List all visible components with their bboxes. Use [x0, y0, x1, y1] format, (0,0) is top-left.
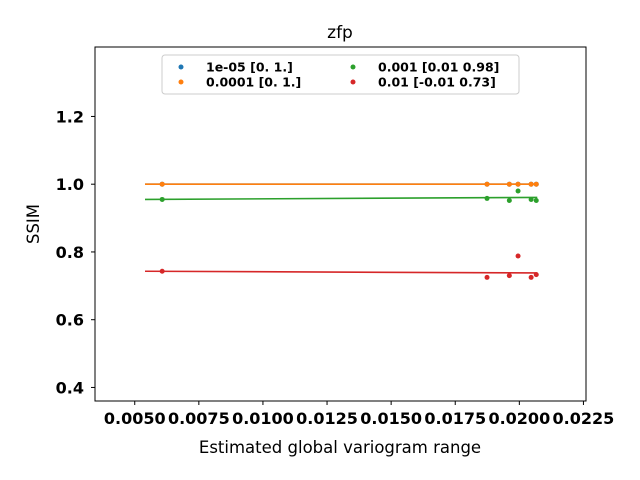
data-point: [484, 195, 490, 201]
x-tick-label: 0.0125: [296, 409, 358, 428]
data-point: [533, 181, 539, 187]
data-point: [159, 196, 165, 202]
legend-item: 1e-05 [0. 1.]: [178, 60, 293, 75]
legend-marker: [350, 79, 356, 85]
data-point: [159, 268, 165, 274]
x-tick-label: 0.0100: [232, 409, 294, 428]
y-tick-label: 0.6: [56, 311, 84, 330]
legend-marker: [178, 79, 184, 85]
legend-label: 0.01 [-0.01 0.73]: [378, 75, 496, 90]
fit-line-3: [144, 270, 538, 274]
y-axis: 0.4 0.6 0.8 1.0 1.2: [56, 107, 95, 397]
x-tick-label: 0.0050: [104, 409, 166, 428]
data-point: [528, 181, 534, 187]
data-point: [506, 181, 512, 187]
data-point: [506, 197, 512, 203]
x-axis: 0.0050 0.0075 0.0100 0.0125 0.0150 0.0175 0.02…: [104, 401, 614, 428]
chart-title: zfp: [327, 23, 353, 43]
series-2: [144, 188, 539, 203]
series-1: [144, 181, 539, 187]
series-3: [144, 253, 539, 280]
data-point: [159, 181, 165, 187]
data-point: [533, 272, 539, 278]
data-point: [484, 181, 490, 187]
legend-label: 0.0001 [0. 1.]: [206, 75, 301, 90]
legend-item: 0.01 [-0.01 0.73]: [350, 75, 496, 90]
data-point: [515, 188, 521, 194]
x-tick-label: 0.0075: [168, 409, 230, 428]
legend-item: 0.001 [0.01 0.98]: [350, 60, 499, 75]
legend-box: [161, 54, 520, 95]
y-tick-label: 0.8: [56, 243, 84, 262]
legend-marker: [178, 64, 184, 70]
y-tick-label: 1.0: [56, 175, 84, 194]
legend-label: 0.001 [0.01 0.98]: [378, 60, 499, 75]
legend: 1e-05 [0. 1.]0.0001 [0. 1.] 0.001 [0.01 0…: [161, 54, 520, 95]
legend-item: 0.0001 [0. 1.]: [178, 75, 301, 90]
plot-area: [144, 181, 539, 280]
y-tick-label: 0.4: [56, 378, 84, 397]
plot-frame: [94, 46, 587, 402]
x-tick-label: 0.0225: [553, 409, 615, 428]
x-tick-label: 0.0200: [488, 409, 550, 428]
y-axis-label: SSIM: [24, 204, 43, 244]
data-point: [528, 274, 534, 280]
fit-line-2: [144, 196, 538, 201]
y-tick-label: 1.2: [56, 107, 84, 126]
x-tick-label: 0.0175: [424, 409, 486, 428]
legend-marker: [350, 64, 356, 70]
data-point: [484, 274, 490, 280]
data-point: [533, 197, 539, 203]
data-point: [515, 253, 521, 259]
data-point: [515, 181, 521, 187]
legend-label: 1e-05 [0. 1.]: [206, 60, 293, 75]
x-tick-label: 0.0150: [360, 409, 422, 428]
x-axis-label: Estimated global variogram range: [199, 438, 481, 457]
data-point: [528, 196, 534, 202]
data-point: [506, 273, 512, 279]
